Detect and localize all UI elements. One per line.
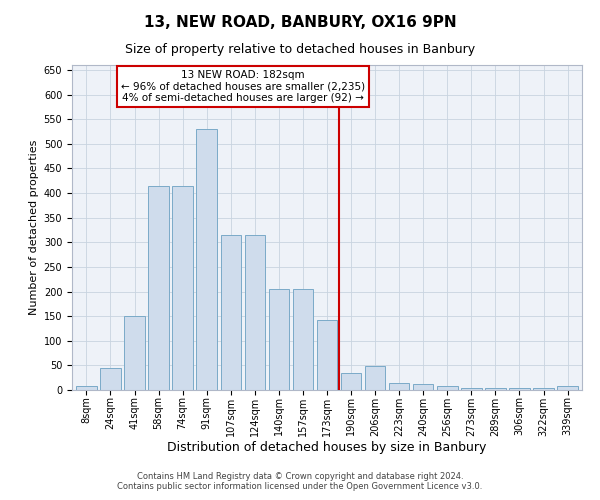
Bar	[172, 186, 193, 390]
Bar	[269, 289, 289, 390]
Bar	[293, 289, 313, 390]
Bar	[341, 373, 361, 390]
Bar	[196, 129, 217, 390]
Y-axis label: Number of detached properties: Number of detached properties	[29, 140, 40, 315]
Bar	[485, 388, 506, 390]
Bar	[245, 235, 265, 390]
Bar	[317, 320, 337, 390]
Bar	[100, 368, 121, 390]
Bar	[509, 388, 530, 390]
Bar	[148, 186, 169, 390]
Bar	[389, 382, 409, 390]
Bar	[437, 386, 458, 390]
Bar	[124, 316, 145, 390]
Text: Size of property relative to detached houses in Banbury: Size of property relative to detached ho…	[125, 42, 475, 56]
Bar	[557, 386, 578, 390]
Text: 13, NEW ROAD, BANBURY, OX16 9PN: 13, NEW ROAD, BANBURY, OX16 9PN	[143, 15, 457, 30]
Bar	[533, 388, 554, 390]
Text: Contains public sector information licensed under the Open Government Licence v3: Contains public sector information licen…	[118, 482, 482, 491]
Bar	[365, 366, 385, 390]
Text: Contains HM Land Registry data © Crown copyright and database right 2024.: Contains HM Land Registry data © Crown c…	[137, 472, 463, 481]
Bar	[413, 384, 433, 390]
Bar	[221, 235, 241, 390]
X-axis label: Distribution of detached houses by size in Banbury: Distribution of detached houses by size …	[167, 441, 487, 454]
Text: 13 NEW ROAD: 182sqm
← 96% of detached houses are smaller (2,235)
4% of semi-deta: 13 NEW ROAD: 182sqm ← 96% of detached ho…	[121, 70, 365, 103]
Bar	[461, 388, 482, 390]
Bar	[76, 386, 97, 390]
